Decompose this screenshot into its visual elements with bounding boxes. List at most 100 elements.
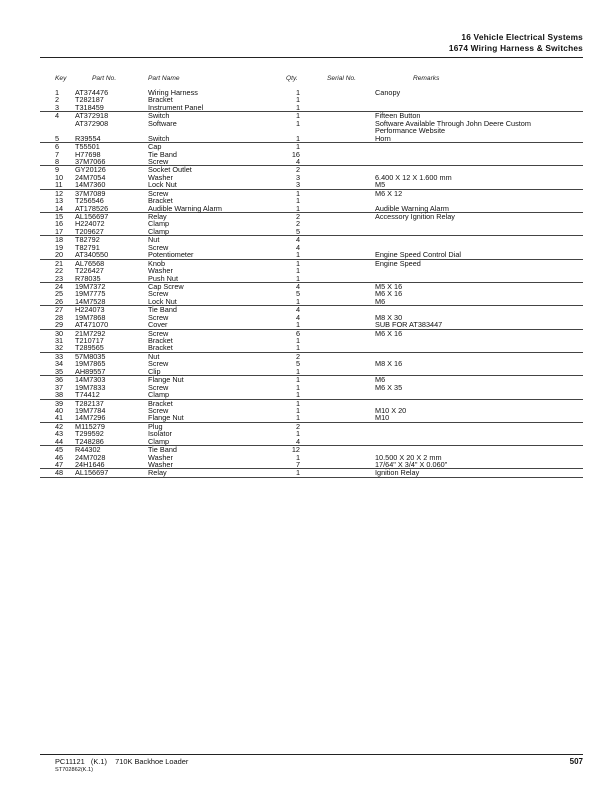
table-row: 38 T74412 Clamp 1	[40, 390, 583, 400]
key: 13	[55, 196, 64, 206]
table-row: 47 24H1646 Washer 7 17/64" X 3/4" X 0.060"	[40, 460, 583, 469]
quantity: 4	[295, 312, 300, 322]
table-row: 26 14M7528 Lock Nut 1 M6	[40, 296, 583, 306]
row-group: 1 AT374476 Wiring Harness 1 Canopy 2 T282187 Br…	[40, 88, 583, 113]
key: 47	[55, 460, 64, 469]
document-code: ST702862(K.1)	[55, 767, 93, 773]
row-group: 21 AL76568 Knob 1 Engine Speed 22 T226427 Washe…	[40, 258, 583, 283]
table-row: 29 AT471070 Cover 1 SUB FOR AT383447	[40, 320, 583, 330]
part-name: Flange Nut	[148, 375, 184, 385]
row-group: 12 37M7089 Screw 1 M6 X 12 13 T256546 Bracket 1 1…	[40, 189, 583, 213]
part-number: R44302	[75, 445, 101, 455]
table-row: 25 19M7775 Screw 5 M6 X 16	[40, 289, 583, 299]
parts-table: 1 AT374476 Wiring Harness 1 Canopy 2 T282187 Br…	[40, 89, 583, 478]
quantity: 1	[295, 296, 300, 306]
remarks: M8 X 30	[375, 312, 403, 322]
table-row: 31 T210717 Bracket 1	[40, 336, 583, 345]
model-name: 710K Backhoe Loader	[115, 757, 189, 766]
row-group: 33 57M8035 Nut 2 34 19M7865 Screw 5 M8 X 16 35 AH8…	[40, 351, 583, 377]
part-name: Audible Warning Alarm	[148, 203, 222, 213]
key: 9	[55, 165, 60, 175]
part-name: Bracket	[148, 196, 173, 206]
quantity: 4	[295, 305, 300, 315]
key: 23	[55, 273, 64, 283]
remarks: M5	[375, 180, 386, 190]
part-number: R39554	[75, 133, 101, 143]
quantity: 1	[295, 405, 300, 415]
row-group: 15 AL156697 Relay 2 Accessory Ignition Relay…	[40, 212, 583, 237]
part-name: Software	[148, 118, 177, 128]
footer-info: PC11121 (K.1) 710K Backhoe Loader	[55, 757, 188, 766]
quantity: 4	[295, 281, 300, 291]
key: 31	[55, 336, 64, 345]
table-row: 15 AL156697 Relay 2 Accessory Ignition Relay	[40, 212, 583, 221]
key: 24	[55, 281, 64, 291]
table-row: 5 R39554 Switch 1 Horn	[40, 133, 583, 143]
key: 5	[55, 133, 60, 143]
table-row: 34 19M7865 Screw 5 M8 X 16	[40, 360, 583, 368]
part-number: AT372908	[75, 118, 109, 128]
col-key: Key	[55, 75, 67, 82]
header-divider	[40, 57, 583, 58]
remarks: M6	[375, 296, 386, 306]
table-row: 37 19M7833 Screw 1 M6 X 35	[40, 382, 583, 392]
part-name: Nut	[148, 235, 160, 245]
table-row: 20 AT340550 Potentiometer 1 Engine Speed Con…	[40, 250, 583, 260]
part-name: Switch	[148, 111, 170, 121]
part-number: T256546	[75, 196, 104, 206]
key: 28	[55, 312, 64, 322]
part-number: AL76568	[75, 258, 105, 268]
remarks: Canopy	[375, 88, 401, 97]
row-group: 42 M115279 Plug 2 43 T299592 Isolator 1 44 T24828…	[40, 421, 583, 447]
key: 39	[55, 398, 64, 408]
part-number: 24M7028	[75, 452, 106, 462]
part-name: Bracket	[148, 398, 173, 408]
key: 18	[55, 235, 64, 245]
key: 11	[55, 180, 63, 190]
quantity: 7	[295, 460, 300, 469]
quantity: 4	[295, 436, 300, 446]
quantity: 1	[295, 258, 300, 268]
part-name: Potentiometer	[148, 250, 194, 260]
key: 48	[55, 468, 64, 478]
quantity: 2	[295, 421, 300, 431]
quantity: 1	[295, 413, 300, 423]
remarks: M10 X 20	[375, 405, 407, 415]
part-name: Flange Nut	[148, 413, 184, 423]
part-number: AL156697	[75, 212, 109, 221]
remarks: M6 X 16	[375, 289, 403, 299]
part-name: Tie Band	[148, 445, 177, 455]
quantity: 4	[295, 235, 300, 245]
part-number: T209627	[75, 226, 104, 236]
table-row: 11 14M7360 Lock Nut 3 M5	[40, 180, 583, 190]
part-number: 19M7833	[75, 382, 106, 392]
key: 45	[55, 445, 64, 455]
part-name: Lock Nut	[148, 296, 177, 306]
quantity: 6	[295, 328, 300, 338]
quantity: 4	[295, 242, 300, 252]
part-number: T289565	[75, 343, 104, 353]
part-name: Nut	[148, 351, 160, 361]
remarks: Software Available Through John Deere Cu…	[375, 118, 531, 128]
part-number: T210717	[75, 336, 104, 345]
row-group: 6 T55501 Cap 1 7 H77698 Tie Band 16 8 37M7066 Scre…	[40, 142, 583, 167]
part-number: 14M7360	[75, 180, 106, 190]
part-number: T55501	[75, 142, 100, 152]
quantity: 1	[295, 375, 300, 385]
table-row: 1 AT374476 Wiring Harness 1 Canopy	[40, 88, 583, 97]
col-serial-no: Serial No.	[327, 75, 356, 82]
part-name: Bracket	[148, 336, 173, 345]
part-number: AT471070	[75, 320, 109, 330]
key: 4	[55, 111, 60, 121]
table-row: AT372908 Software 1 Software Available Thro…	[40, 118, 583, 128]
quantity: 5	[295, 289, 300, 299]
catalog-number: PC11121	[55, 757, 85, 766]
part-name: Cap Screw	[148, 281, 184, 291]
section-title: 16 Vehicle Electrical Systems	[461, 32, 583, 42]
table-row: 39 T282137 Bracket 1	[40, 398, 583, 408]
remarks: Performance Website	[375, 126, 446, 136]
table-row: Performance Website	[40, 126, 583, 136]
part-number: T82792	[75, 235, 100, 245]
quantity: 1	[295, 429, 300, 439]
key: 38	[55, 390, 64, 400]
